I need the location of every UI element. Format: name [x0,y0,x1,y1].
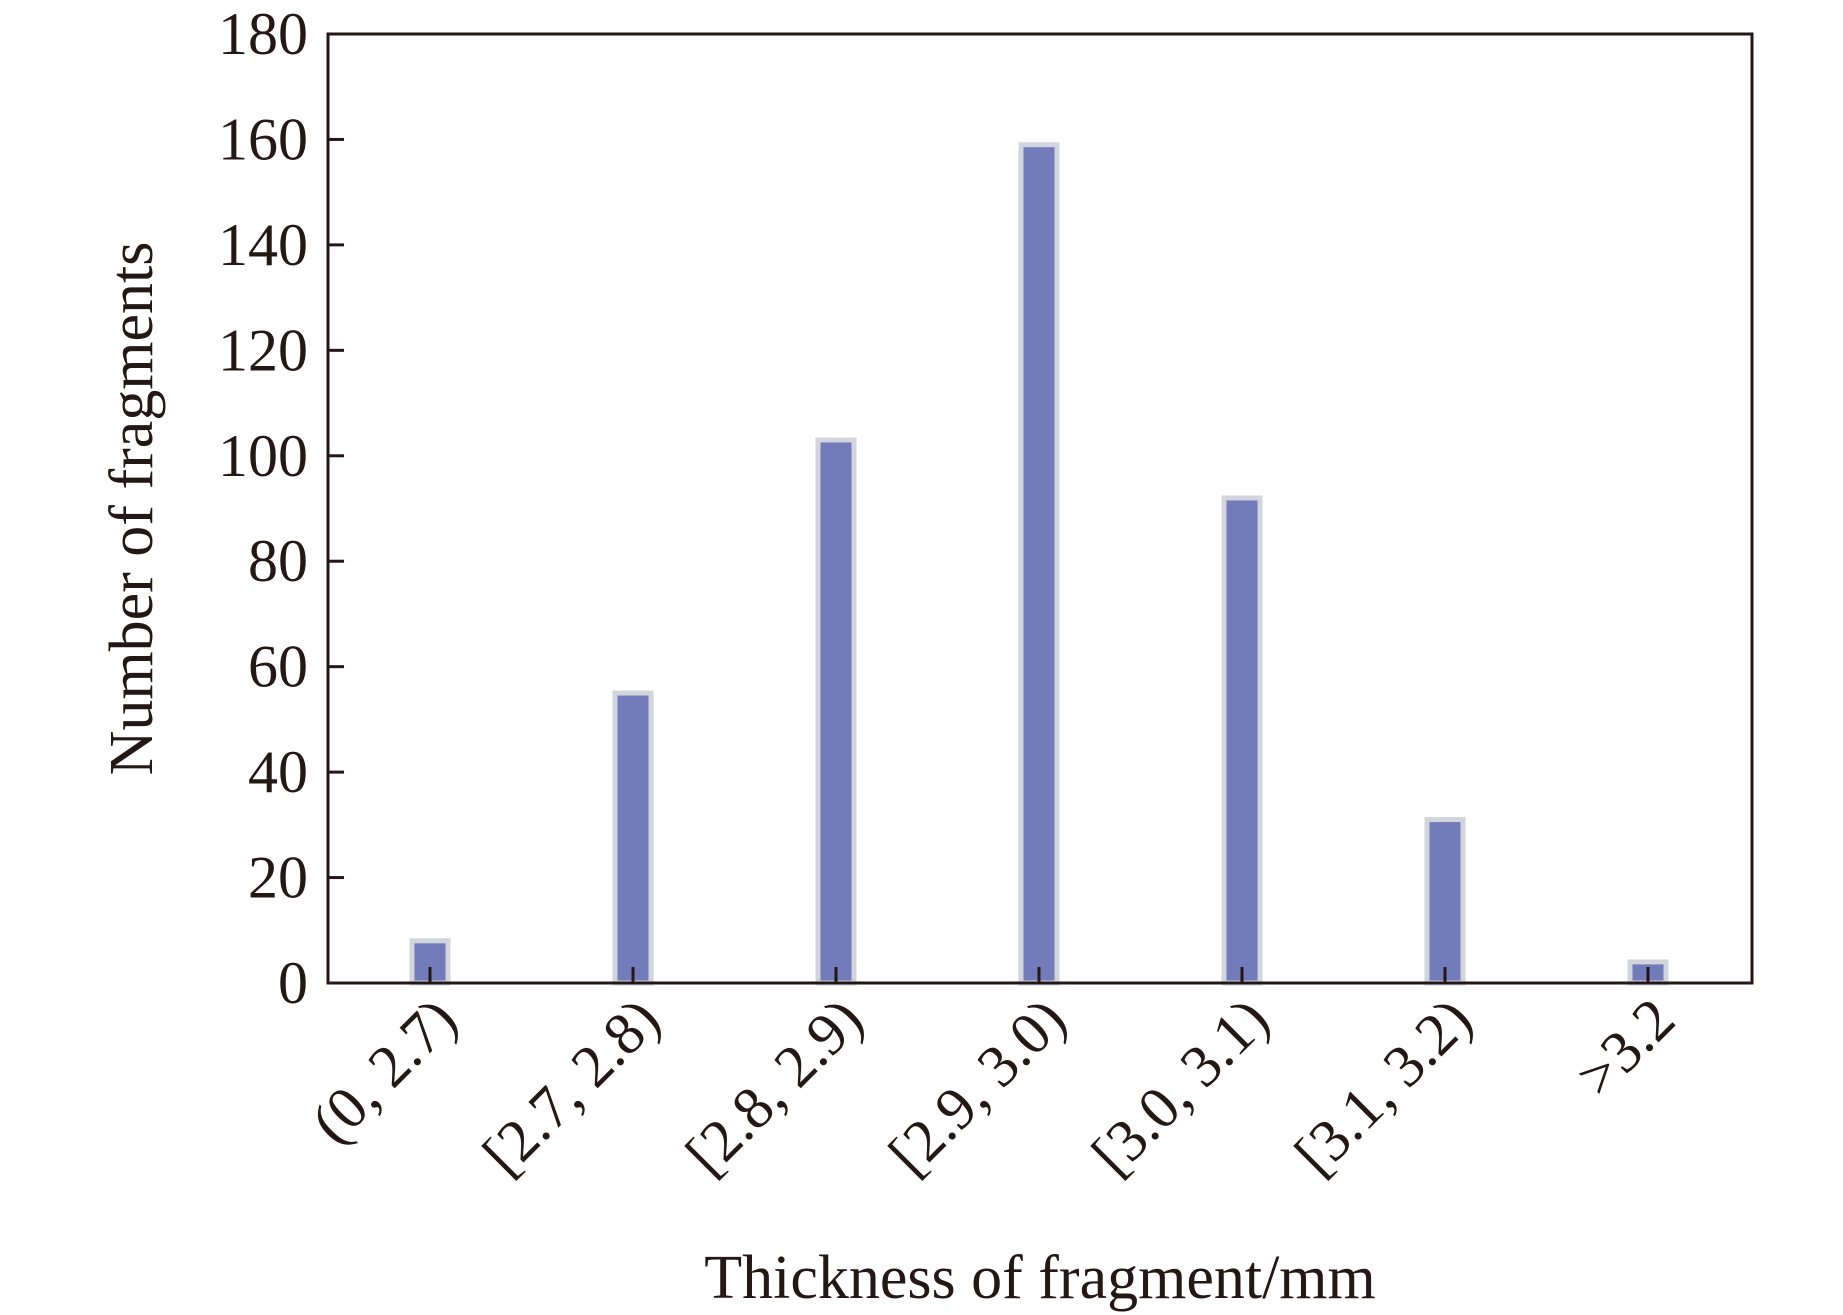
x-tick-label: >3.2 [1564,986,1688,1110]
x-tick-label: [3.0, 3.1) [1079,986,1281,1188]
bar [612,690,654,986]
y-tick-label: 40 [248,739,308,805]
y-tick-label: 120 [218,317,308,383]
y-axis-tick-labels: 0 20 40 60 80 100 120 140 160 180 [218,1,308,1016]
bar [1424,817,1466,986]
x-tick-label: [2.7, 2.8) [470,986,672,1188]
bar [1221,495,1263,986]
y-tick-label: 160 [218,106,308,172]
y-tick-label: 0 [278,950,308,1016]
y-axis-ticks [328,32,344,985]
y-tick-label: 100 [218,423,308,489]
y-tick-label: 180 [218,1,308,67]
y-tick-label: 140 [218,212,308,278]
bar [1018,142,1060,986]
plot-frame [326,32,1754,985]
y-tick-label: 20 [248,845,308,911]
x-axis-title: Thickness of fragment/mm [704,1244,1376,1312]
x-tick-label: [2.9, 3.0) [876,986,1078,1188]
bar [815,437,857,986]
x-tick-label: [3.1, 3.2) [1282,986,1484,1188]
y-axis-title: Number of fragments [98,242,166,776]
y-tick-label: 60 [248,634,308,700]
y-tick-label: 80 [248,528,308,594]
x-tick-label: (0, 2.7) [299,986,469,1156]
x-axis-tick-labels: (0, 2.7) [2.7, 2.8) [2.8, 2.9) [2.9, 3.0) [3… [299,986,1687,1188]
x-axis-ticks [428,967,1650,983]
x-tick-label: [2.8, 2.9) [673,986,875,1188]
bars [409,142,1669,986]
